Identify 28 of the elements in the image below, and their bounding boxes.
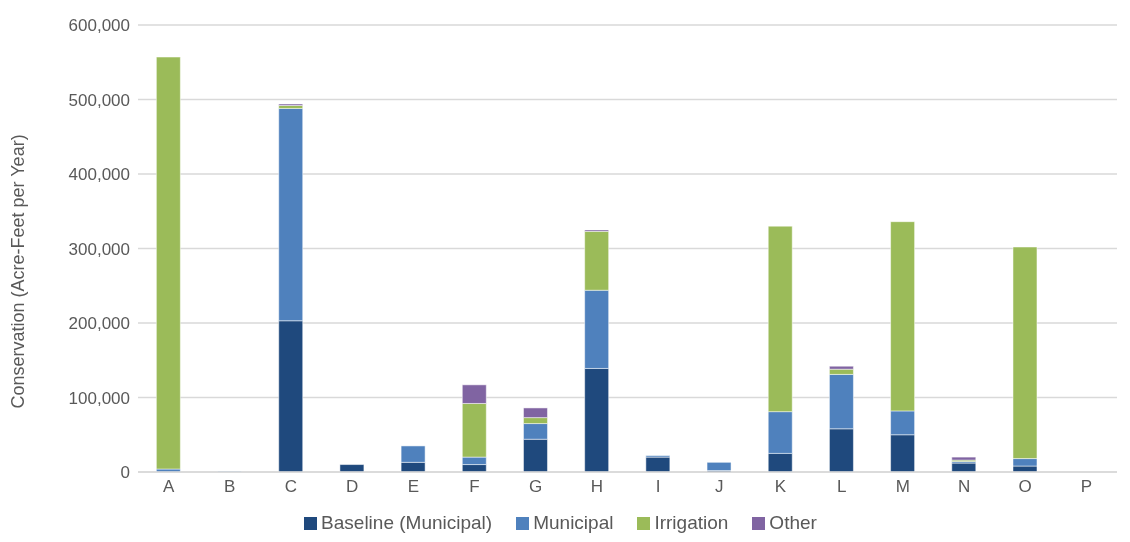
- y-tick-label: 100,000: [68, 388, 130, 408]
- x-tick-label: N: [957, 477, 971, 497]
- x-tick-label: I: [655, 477, 661, 497]
- y-tick-label: 600,000: [68, 16, 130, 36]
- x-tick-label: E: [407, 477, 420, 497]
- legend-label: Baseline (Municipal): [321, 512, 493, 533]
- x-tick-label: P: [1080, 477, 1093, 497]
- y-tick-label: 400,000: [68, 165, 130, 185]
- x-tick-label: F: [469, 477, 480, 497]
- x-tick-label: O: [1018, 477, 1032, 497]
- legend-label: Irrigation: [654, 512, 729, 533]
- x-tick-label: B: [224, 477, 236, 497]
- x-tick-label: K: [774, 477, 787, 497]
- y-axis-title: Conservation (Acre-Feet per Year): [8, 134, 29, 409]
- legend-label: Other: [769, 512, 817, 533]
- x-tick-label: D: [346, 477, 359, 497]
- y-tick-label: 500,000: [68, 90, 130, 110]
- y-tick-label: 200,000: [68, 314, 130, 334]
- x-tick-label: M: [895, 477, 910, 497]
- x-tick-label: G: [529, 477, 543, 497]
- y-tick-label: 0: [120, 463, 130, 483]
- x-tick-label: A: [162, 477, 175, 497]
- x-tick-label: J: [715, 477, 724, 497]
- legend-label: Municipal: [533, 512, 614, 533]
- x-tick-label: L: [836, 477, 847, 497]
- y-tick-label: 300,000: [68, 239, 130, 259]
- x-tick-label: H: [590, 477, 604, 497]
- x-tick-label: C: [284, 477, 298, 497]
